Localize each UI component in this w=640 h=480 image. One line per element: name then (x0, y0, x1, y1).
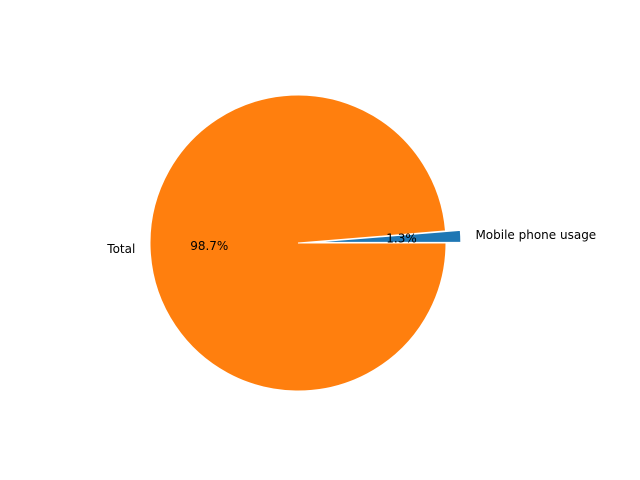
slice-percent-total: 98.7% (190, 239, 228, 253)
pie-slice-mobile-phone-usage (312, 229, 462, 243)
pie-labels: Mobile phone usage 1.3% Total 98.7% (106, 228, 596, 256)
slice-label-mobile-phone-usage: Mobile phone usage (475, 228, 596, 242)
pie-slice-total (149, 94, 447, 392)
slice-label-total: Total (106, 242, 135, 256)
pie-slices (149, 94, 462, 392)
slice-percent-mobile-phone-usage: 1.3% (386, 231, 417, 245)
